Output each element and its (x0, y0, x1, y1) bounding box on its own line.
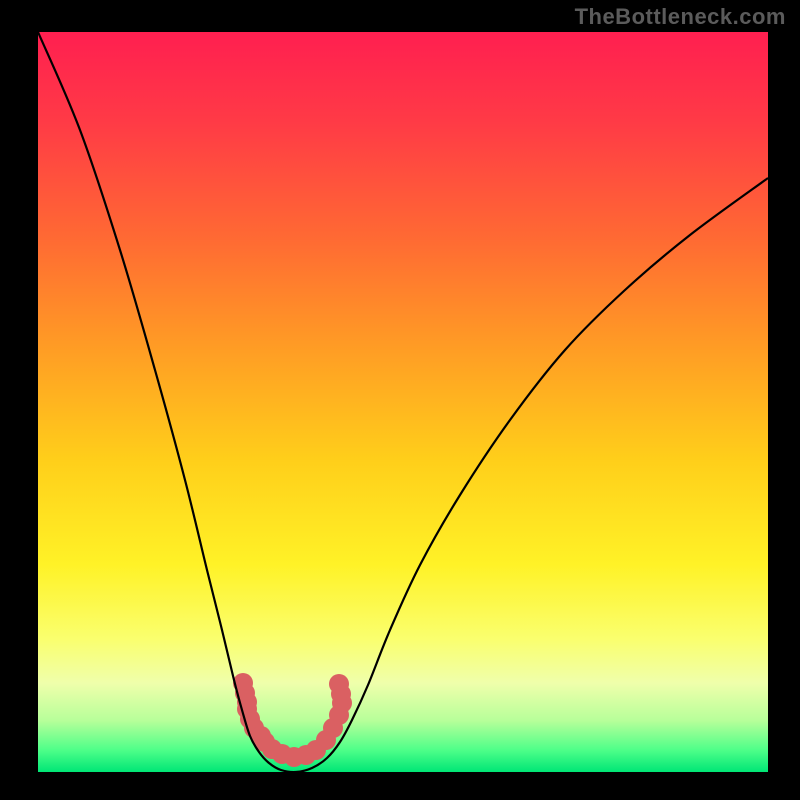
plot-area (38, 32, 768, 772)
bottleneck-curve (38, 32, 768, 772)
curve-svg (0, 0, 800, 800)
notch-band (233, 673, 352, 767)
canvas: TheBottleneck.com (0, 0, 800, 800)
